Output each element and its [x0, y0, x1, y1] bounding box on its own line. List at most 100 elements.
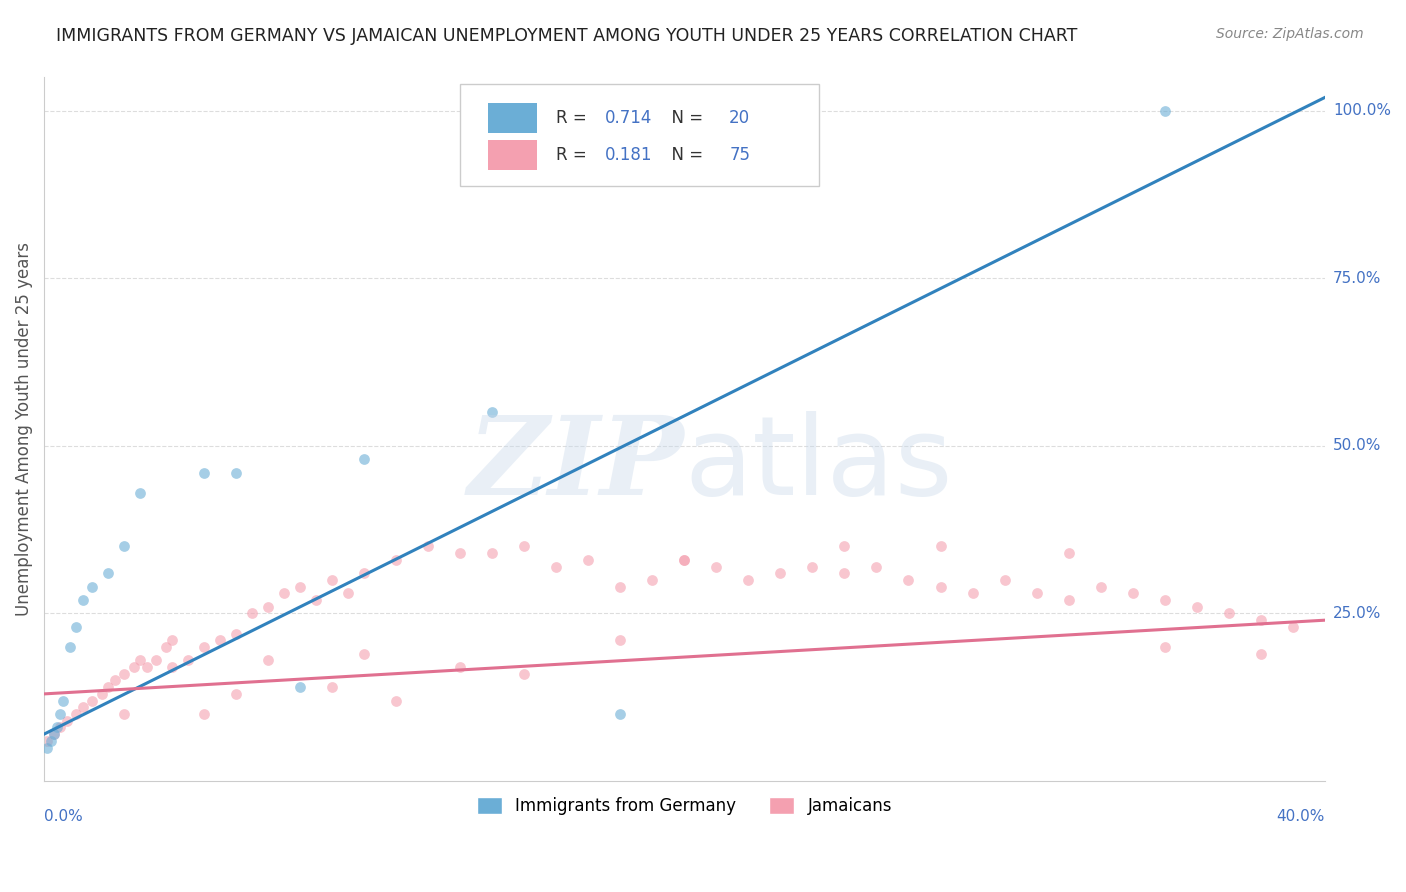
Point [1090, 580, 1112, 594]
Point [513, 540, 536, 554]
Point [609, 580, 631, 594]
Point [1250, 613, 1272, 627]
Text: IMMIGRANTS FROM GERMANY VS JAMAICAN UNEMPLOYMENT AMONG YOUTH UNDER 25 YEARS CORR: IMMIGRANTS FROM GERMANY VS JAMAICAN UNEM… [56, 27, 1077, 45]
Point [37, 740, 59, 755]
Point [481, 405, 503, 419]
Point [929, 540, 952, 554]
Text: R =: R = [557, 145, 592, 164]
Point [1025, 586, 1047, 600]
Point [385, 693, 408, 707]
Point [177, 653, 200, 667]
Point [353, 566, 375, 581]
Point [449, 660, 471, 674]
Point [929, 580, 952, 594]
Text: 25.0%: 25.0% [1333, 606, 1381, 621]
Point [609, 706, 631, 721]
Text: R =: R = [557, 109, 592, 128]
Legend: Immigrants from Germany, Jamaicans: Immigrants from Germany, Jamaicans [470, 790, 898, 822]
Point [834, 540, 856, 554]
Point [834, 566, 856, 581]
Point [129, 486, 152, 500]
Point [122, 660, 145, 674]
Point [1122, 586, 1144, 600]
Text: 100.0%: 100.0% [1333, 103, 1391, 119]
Point [1250, 647, 1272, 661]
Text: ZIP: ZIP [468, 410, 685, 518]
Point [90, 687, 112, 701]
Point [257, 599, 280, 614]
Point [321, 573, 343, 587]
Point [1218, 607, 1240, 621]
Point [513, 666, 536, 681]
Point [160, 660, 183, 674]
Point [1185, 599, 1208, 614]
Point [55, 714, 77, 728]
Point [112, 706, 135, 721]
Text: atlas: atlas [685, 411, 953, 518]
Point [481, 546, 503, 560]
Point [321, 680, 343, 694]
Text: 40.0%: 40.0% [1277, 809, 1324, 824]
FancyBboxPatch shape [460, 85, 818, 186]
Point [353, 452, 375, 467]
Point [769, 566, 792, 581]
Point [385, 553, 408, 567]
Point [82, 580, 104, 594]
Text: Source: ZipAtlas.com: Source: ZipAtlas.com [1216, 27, 1364, 41]
Point [97, 680, 120, 694]
Point [449, 546, 471, 560]
Point [257, 653, 280, 667]
Point [337, 586, 360, 600]
Point [273, 586, 295, 600]
FancyBboxPatch shape [488, 103, 537, 133]
Point [1153, 593, 1175, 607]
Point [865, 559, 887, 574]
Point [193, 640, 215, 654]
Point [706, 559, 728, 574]
Point [609, 633, 631, 648]
Point [65, 620, 87, 634]
Point [576, 553, 599, 567]
Point [52, 693, 75, 707]
Point [82, 693, 104, 707]
Point [49, 706, 72, 721]
Point [418, 540, 440, 554]
Point [225, 687, 247, 701]
Point [897, 573, 920, 587]
Point [673, 553, 696, 567]
Point [993, 573, 1015, 587]
Y-axis label: Unemployment Among Youth under 25 years: Unemployment Among Youth under 25 years [15, 243, 32, 616]
Point [1281, 620, 1303, 634]
Point [135, 660, 157, 674]
Point [1057, 593, 1080, 607]
Point [72, 700, 94, 714]
Point [962, 586, 984, 600]
Text: 0.0%: 0.0% [44, 809, 83, 824]
Point [145, 653, 167, 667]
Point [193, 706, 215, 721]
Point [155, 640, 177, 654]
Point [97, 566, 120, 581]
Point [49, 720, 72, 734]
Point [59, 640, 82, 654]
Point [353, 647, 375, 661]
Point [112, 666, 135, 681]
Text: 0.714: 0.714 [605, 109, 652, 128]
Point [290, 580, 312, 594]
FancyBboxPatch shape [488, 140, 537, 169]
Point [1153, 640, 1175, 654]
Point [42, 727, 65, 741]
Point [112, 540, 135, 554]
Point [240, 607, 263, 621]
Point [290, 680, 312, 694]
Point [193, 466, 215, 480]
Point [103, 673, 125, 688]
Point [225, 626, 247, 640]
Point [209, 633, 232, 648]
Text: 20: 20 [730, 109, 751, 128]
Point [737, 573, 759, 587]
Point [546, 559, 568, 574]
Text: N =: N = [661, 145, 709, 164]
Point [1153, 103, 1175, 118]
Point [129, 653, 152, 667]
